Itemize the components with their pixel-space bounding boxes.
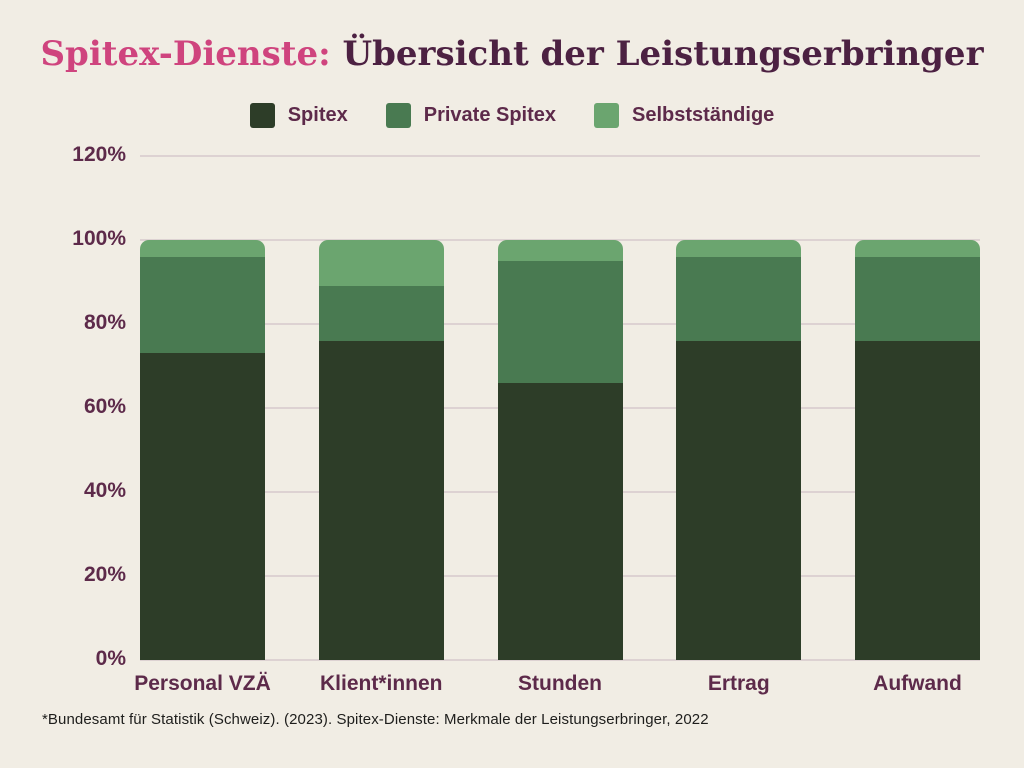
legend-label-spitex: Spitex <box>287 104 348 126</box>
bar-segment-private-spitex <box>140 256 265 354</box>
legend-label-selbststaendige: Selbstständige <box>632 104 775 126</box>
bar-segment-spitex <box>318 340 444 660</box>
bar-segment-spitex <box>855 340 980 660</box>
bar-klient-innen <box>318 240 444 660</box>
bar-segment-spitex <box>140 353 265 660</box>
x-tick-label-personal-vz-: Personal VZÄ <box>134 672 271 695</box>
y-tick-label-20: 20% <box>83 563 126 586</box>
y-tick-label-0: 0% <box>95 647 126 670</box>
bar-segment-private-spitex <box>318 286 444 341</box>
x-tick-label-aufwand: Aufwand <box>873 672 962 695</box>
legend: Spitex Private Spitex Selbstständige <box>0 103 1024 128</box>
y-tick-label-40: 40% <box>83 479 126 502</box>
bar-personal-vz- <box>140 240 265 660</box>
legend-swatch-private-spitex <box>385 103 411 128</box>
y-axis: 0% 20% 40% 60% 80% 100% 120% <box>0 143 126 670</box>
bar-segment-selbstst-ndige <box>140 240 265 257</box>
bar-segment-private-spitex <box>676 256 802 341</box>
x-tick-label-klient-innen: Klient*innen <box>319 672 443 695</box>
x-axis: Personal VZÄ Klient*innen Stunden Ertrag Auf… <box>134 670 980 704</box>
legend-item-spitex: Spitex <box>249 103 348 128</box>
bar-segment-selbstst-ndige <box>497 240 623 262</box>
legend-label-private-spitex: Private Spitex <box>423 104 557 126</box>
source-note: *Bundesamt für Statistik (Schweiz). (202… <box>42 711 709 728</box>
bar-segment-private-spitex <box>497 261 623 383</box>
gridline-120 <box>140 155 980 157</box>
bar-ertrag <box>676 240 802 660</box>
plot-area <box>140 155 980 661</box>
chart-title-highlight: Spitex-Dienste: <box>40 34 331 74</box>
chart-title: Spitex-Dienste: Übersicht der Leistungse… <box>0 30 1024 78</box>
y-tick-label-60: 60% <box>83 395 126 418</box>
y-tick-label-80: 80% <box>83 311 126 334</box>
gridline-100 <box>140 239 980 241</box>
legend-swatch-selbststaendige <box>594 103 620 128</box>
chart-title-rest: Übersicht der Leistungserbringer <box>330 34 984 74</box>
bar-segment-selbstst-ndige <box>318 240 444 287</box>
bar-segment-selbstst-ndige <box>676 240 802 257</box>
legend-item-private-spitex: Private Spitex <box>385 103 557 128</box>
legend-item-selbststaendige: Selbstständige <box>594 103 774 128</box>
legend-swatch-spitex <box>249 103 275 128</box>
bar-segment-spitex <box>676 340 802 660</box>
bar-segment-private-spitex <box>855 256 980 341</box>
y-tick-label-120: 120% <box>72 143 126 166</box>
bar-aufwand <box>855 240 980 660</box>
gridline-0 <box>140 659 980 661</box>
bar-stunden <box>497 240 623 660</box>
x-tick-label-ertrag: Ertrag <box>707 672 770 695</box>
bar-segment-selbstst-ndige <box>855 240 980 257</box>
y-tick-label-100: 100% <box>72 227 126 250</box>
bar-segment-spitex <box>497 382 623 660</box>
x-tick-label-stunden: Stunden <box>518 672 602 695</box>
